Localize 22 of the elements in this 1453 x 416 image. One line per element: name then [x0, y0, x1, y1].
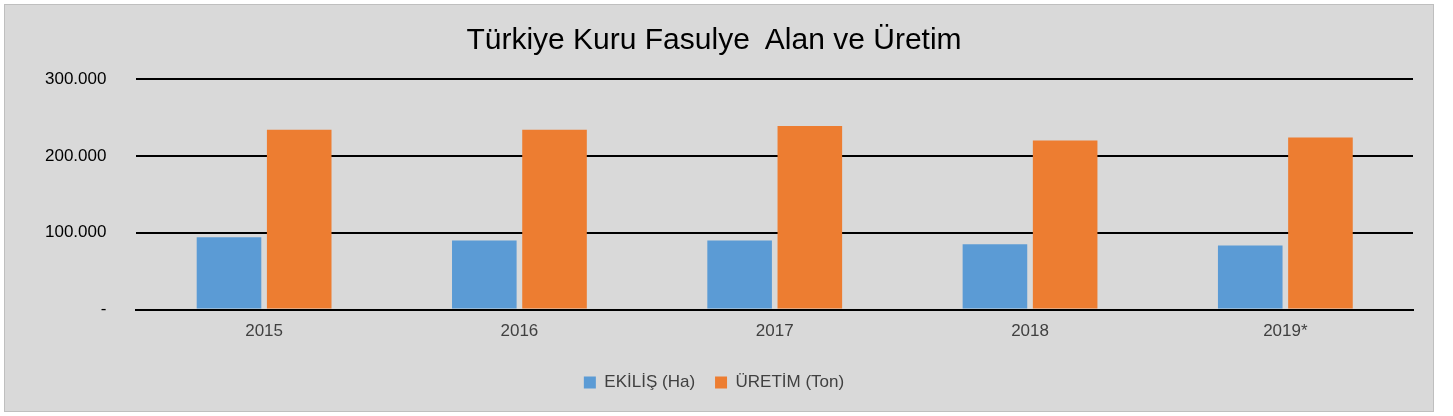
- legend-label: EKİLİŞ (Ha): [604, 372, 696, 392]
- bar: [196, 237, 262, 309]
- bar: [266, 129, 332, 309]
- x-tick-label: 2017: [755, 321, 794, 341]
- x-tick-label: 2015: [245, 321, 284, 341]
- bar: [777, 125, 843, 309]
- y-tick-label: 200.000: [45, 145, 107, 165]
- bar: [1288, 137, 1353, 309]
- y-tick-label: 300.000: [45, 68, 107, 88]
- y-tick-label: -: [100, 299, 107, 319]
- x-tick-label: 2019*: [1263, 321, 1308, 341]
- bar: [707, 240, 772, 309]
- bar: [1217, 245, 1283, 309]
- y-tick-label: 100.000: [45, 222, 107, 242]
- x-tick-label: 2016: [500, 321, 539, 341]
- bar: [962, 244, 1028, 309]
- bar: [522, 129, 587, 309]
- x-tick-label: 2018: [1011, 321, 1049, 341]
- bar: [1032, 140, 1098, 309]
- bar: [452, 240, 517, 309]
- legend-label: ÜRETİM (Ton): [735, 372, 845, 392]
- chart-title: Türkiye Kuru Fasulye Alan ve Üretim: [466, 22, 962, 56]
